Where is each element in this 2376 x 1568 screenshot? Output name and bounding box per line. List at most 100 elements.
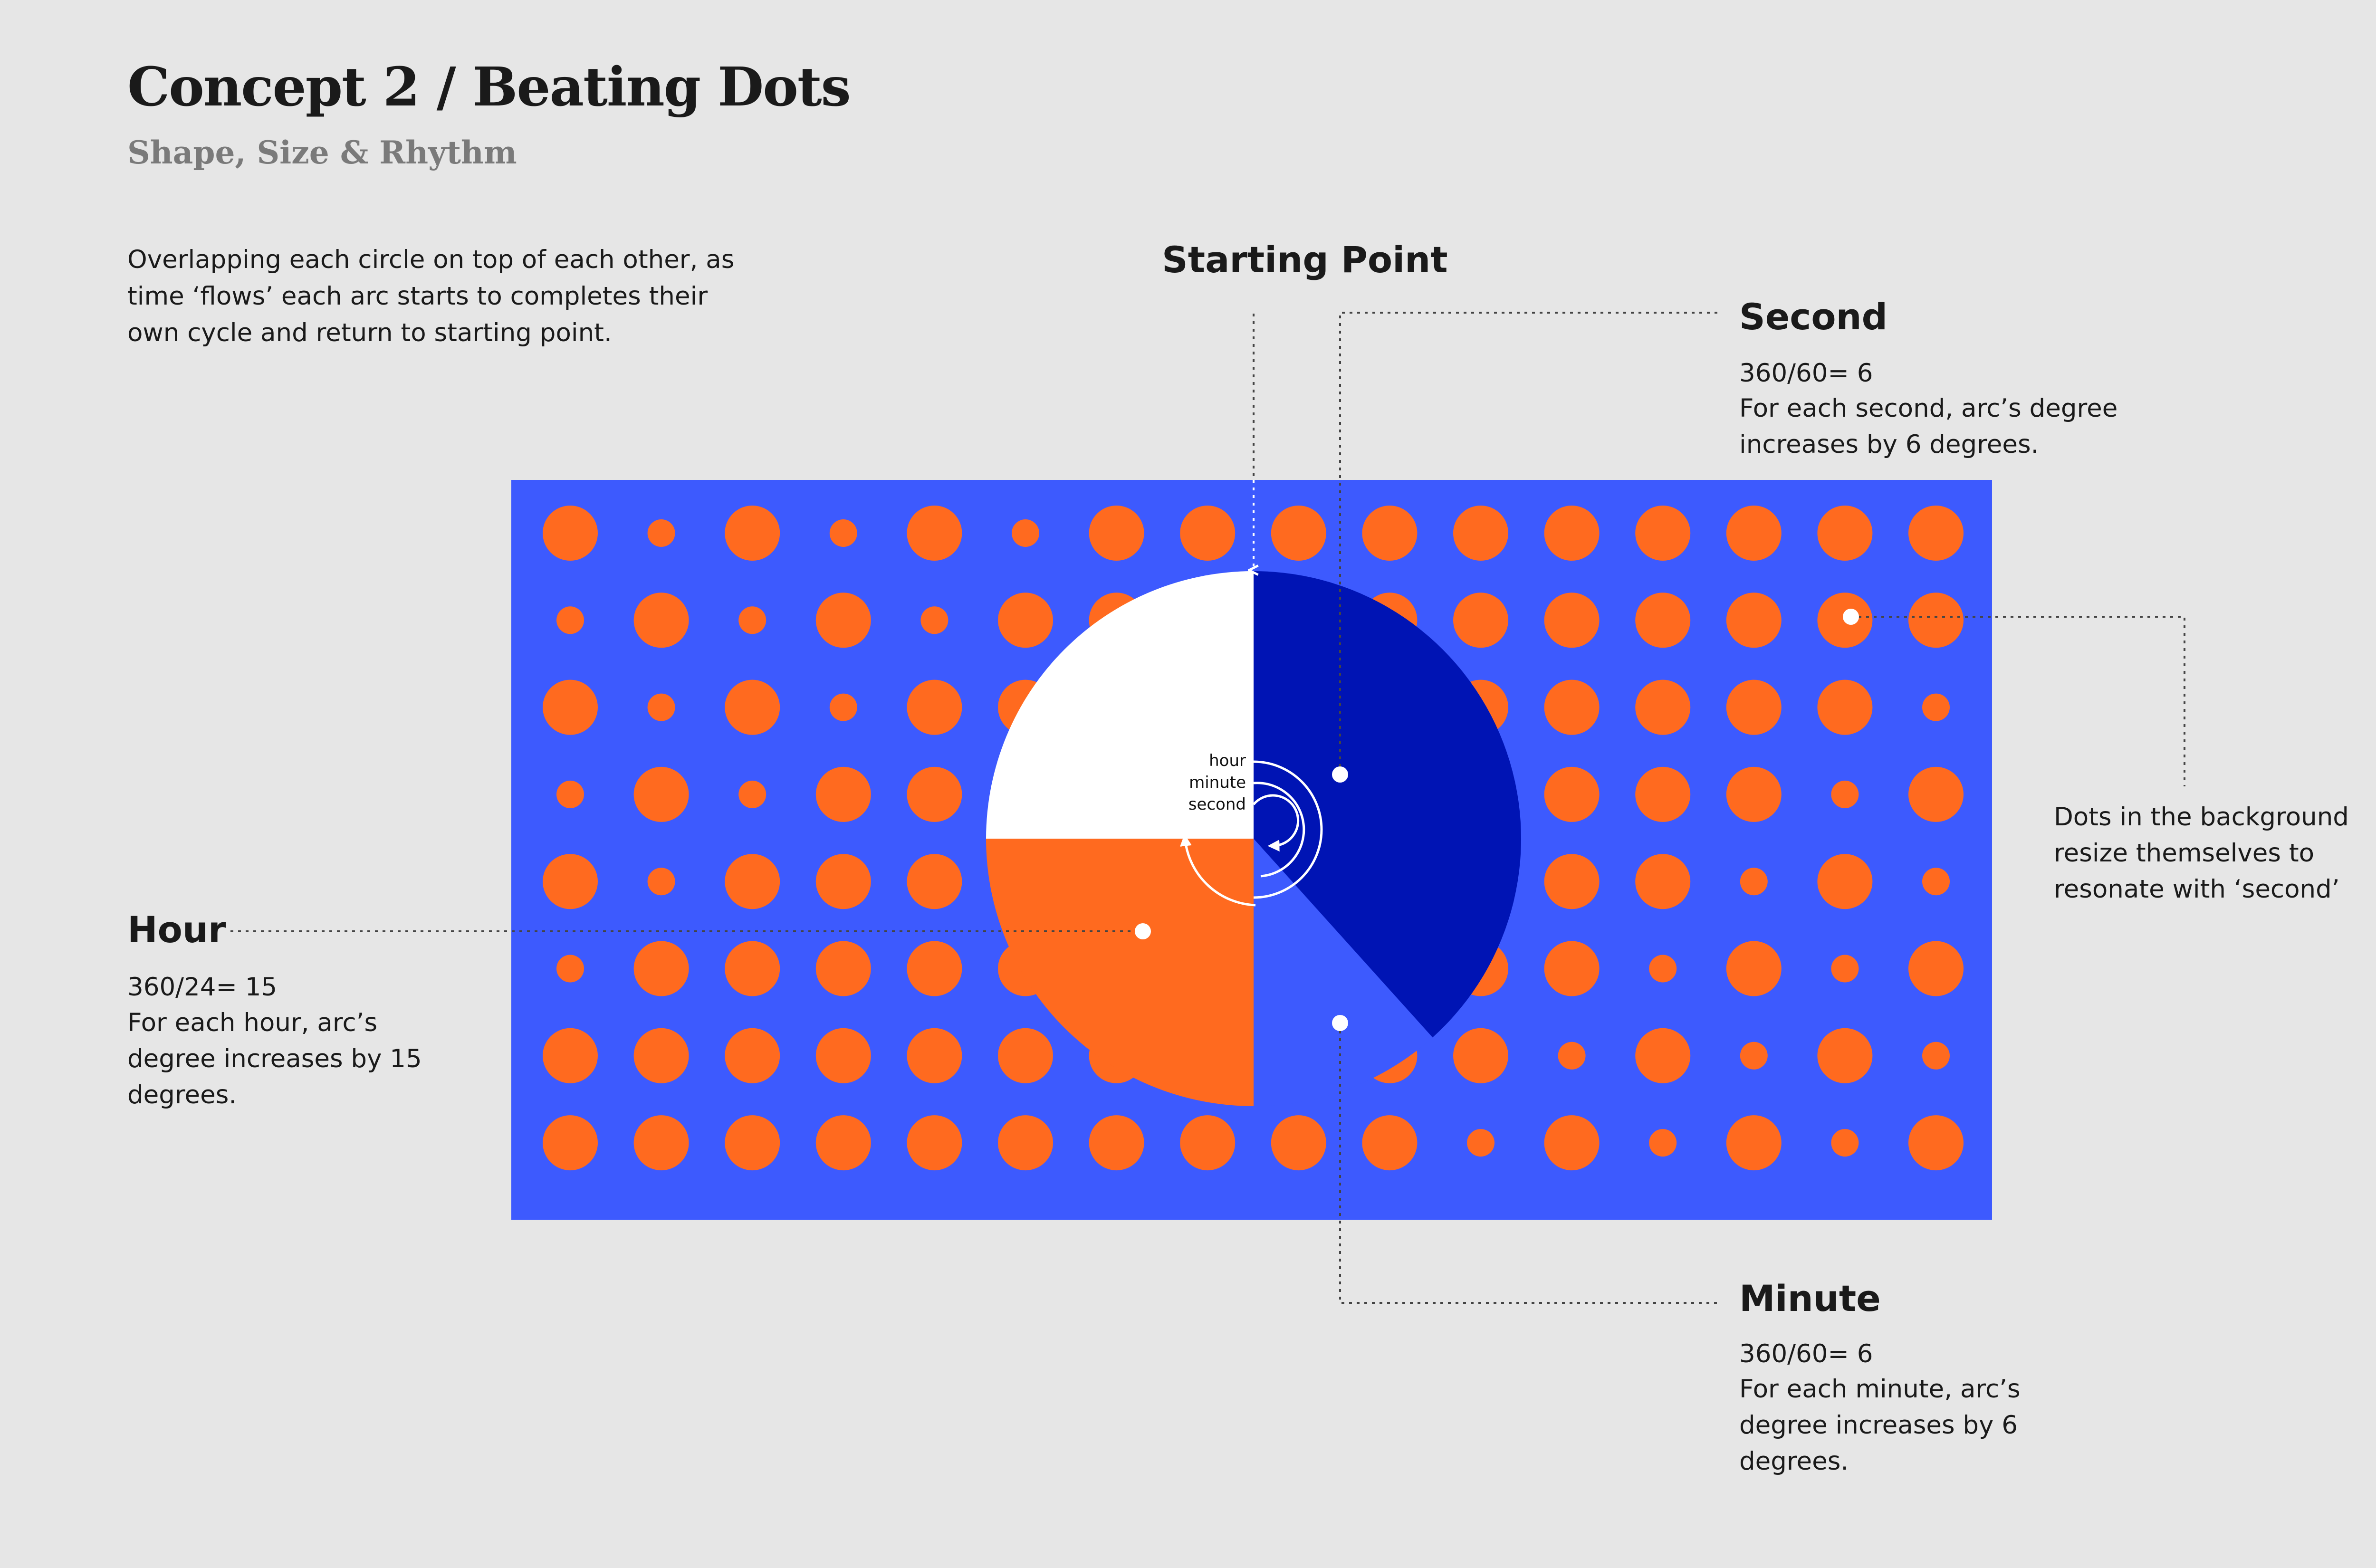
background-dot bbox=[633, 941, 689, 996]
inner-ring bbox=[1253, 794, 1300, 852]
background-dot bbox=[1362, 506, 1418, 561]
background-dot bbox=[1362, 1115, 1418, 1171]
background-dot bbox=[647, 868, 675, 896]
hour-arc bbox=[986, 839, 1254, 1106]
background-dot bbox=[725, 679, 780, 735]
hour-marker bbox=[1135, 923, 1151, 939]
dots-marker bbox=[1843, 609, 1859, 625]
background-dot bbox=[543, 506, 598, 561]
background-dot bbox=[543, 854, 598, 909]
starting-point-label: Starting Point bbox=[1162, 239, 1448, 281]
background-dot bbox=[907, 1028, 962, 1083]
background-dot bbox=[1740, 868, 1768, 896]
background-dot bbox=[1453, 593, 1508, 648]
background-dot bbox=[1908, 1115, 1964, 1171]
background-dot bbox=[1817, 1028, 1873, 1083]
background-dot bbox=[647, 693, 675, 721]
legend-minute: minute bbox=[1189, 773, 1246, 792]
background-dot bbox=[1544, 593, 1600, 648]
legend-hour: hour bbox=[1209, 751, 1246, 770]
background-dot bbox=[1740, 1042, 1768, 1070]
background-dot bbox=[1831, 1129, 1859, 1157]
background-dot bbox=[1558, 1042, 1586, 1070]
background-dot bbox=[1726, 679, 1782, 735]
background-dot bbox=[815, 593, 871, 648]
second-formula: 360/60= 6 bbox=[1739, 359, 1873, 388]
background-dot bbox=[907, 854, 962, 909]
background-dot bbox=[815, 941, 871, 996]
background-dot bbox=[1180, 1115, 1236, 1171]
background-dot bbox=[543, 679, 598, 735]
background-dot bbox=[1635, 854, 1691, 909]
minute-description: For each minute, arc’s degree increases … bbox=[1739, 1375, 2021, 1476]
background-dot bbox=[998, 1115, 1053, 1171]
background-dot bbox=[829, 519, 857, 547]
minute-label: Minute bbox=[1739, 1277, 1881, 1319]
background-dot bbox=[815, 854, 871, 909]
background-dot bbox=[1726, 593, 1782, 648]
background-dot bbox=[907, 1115, 962, 1171]
background-dot bbox=[1726, 941, 1782, 996]
middle-ring bbox=[1253, 782, 1305, 878]
second-label: Second bbox=[1739, 296, 1888, 338]
background-dot bbox=[633, 766, 689, 822]
background-dot bbox=[1908, 593, 1964, 648]
dots-note: Dots in the background resize themselves… bbox=[2054, 803, 2349, 904]
background-dot bbox=[1180, 506, 1236, 561]
background-dot bbox=[1649, 1129, 1677, 1157]
background-dot bbox=[1012, 519, 1039, 547]
background-dot bbox=[1908, 506, 1964, 561]
legend-second: second bbox=[1188, 795, 1246, 814]
background-dot bbox=[556, 955, 584, 983]
guide-endpoints bbox=[1135, 609, 1859, 1031]
clock-dial bbox=[986, 571, 1521, 1106]
page-title: Concept 2 / Beating Dots bbox=[127, 56, 851, 118]
background-dot bbox=[1726, 1115, 1782, 1171]
background-dot bbox=[725, 1115, 780, 1171]
guide-lines bbox=[230, 312, 2185, 1304]
background-dot bbox=[1635, 506, 1691, 561]
background-dot bbox=[907, 766, 962, 822]
background-dot bbox=[725, 941, 780, 996]
background-dot bbox=[998, 1028, 1053, 1083]
background-dot bbox=[1544, 941, 1600, 996]
background-dot bbox=[1635, 1028, 1691, 1083]
background-dot bbox=[1544, 679, 1600, 735]
rotation-rings bbox=[1180, 760, 1323, 907]
background-dot bbox=[815, 766, 871, 822]
background-dot bbox=[1831, 780, 1859, 808]
background-dot bbox=[1544, 766, 1600, 822]
background-dot bbox=[1649, 955, 1677, 983]
background-dot bbox=[1544, 854, 1600, 909]
background-dot bbox=[1271, 1115, 1326, 1171]
background-dot bbox=[1453, 506, 1508, 561]
background-dot bbox=[1817, 854, 1873, 909]
second-description: For each second, arc’s degree increases … bbox=[1739, 394, 2118, 459]
background-dot bbox=[829, 693, 857, 721]
minute-marker bbox=[1332, 1015, 1348, 1031]
background-dot bbox=[1271, 506, 1326, 561]
background-dot bbox=[1922, 693, 1950, 721]
background-dot bbox=[1544, 1115, 1600, 1171]
background-dot bbox=[1544, 506, 1600, 561]
background-dot bbox=[725, 854, 780, 909]
background-dot bbox=[1908, 941, 1964, 996]
background-dot bbox=[815, 1115, 871, 1171]
background-dot bbox=[1635, 679, 1691, 735]
background-dot bbox=[1831, 955, 1859, 983]
background-dot bbox=[1726, 506, 1782, 561]
outer-ring bbox=[1253, 760, 1323, 899]
background-dot bbox=[1467, 1129, 1495, 1157]
hour-formula: 360/24= 15 bbox=[127, 973, 278, 1002]
background-dot bbox=[1453, 1028, 1508, 1083]
background-dot bbox=[907, 679, 962, 735]
background-dot bbox=[1817, 506, 1873, 561]
background-dot bbox=[1089, 506, 1144, 561]
hour-description: For each hour, arc’s degree increases by… bbox=[127, 1008, 422, 1109]
background-dot bbox=[647, 519, 675, 547]
background-dot bbox=[1817, 679, 1873, 735]
background-dot bbox=[556, 780, 584, 808]
minute-formula: 360/60= 6 bbox=[1739, 1339, 1873, 1368]
background-dot bbox=[633, 1028, 689, 1083]
